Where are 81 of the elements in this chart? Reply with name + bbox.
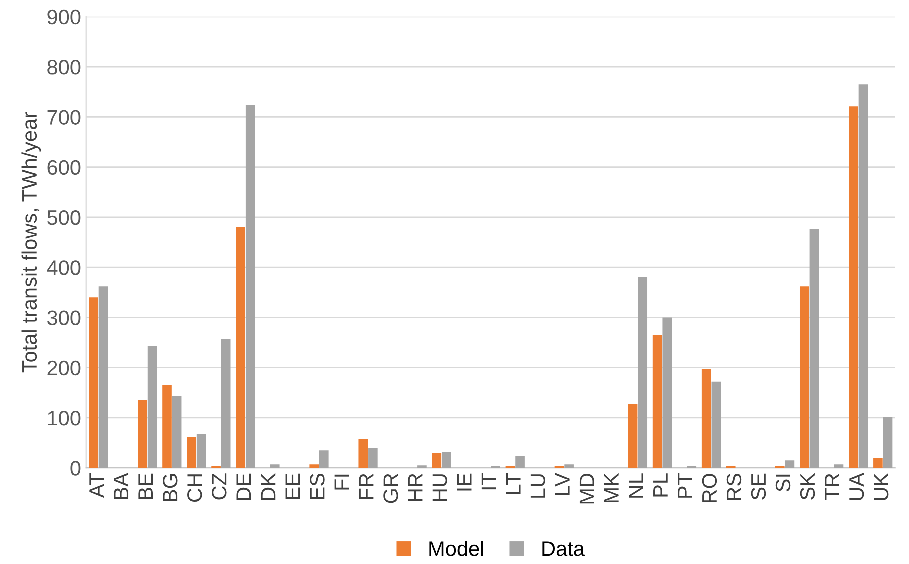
x-tick-label: HR <box>408 474 423 502</box>
bar <box>196 434 206 468</box>
bar <box>800 286 810 468</box>
x-tick-label: MD <box>580 474 594 504</box>
bar <box>89 298 98 468</box>
x-tick-label: EE <box>286 474 300 500</box>
x-tick-label: ES <box>310 474 325 500</box>
bar <box>638 277 648 468</box>
bar <box>442 452 452 468</box>
x-tick-label: DK <box>261 473 276 500</box>
x-tick-label: BG <box>163 474 178 502</box>
x-tick-label: CH <box>188 474 202 502</box>
x-tick-label: LU <box>530 474 546 498</box>
y-axis-title: Total transit flows, TWh/year <box>22 112 42 373</box>
x-tick-label: LV <box>555 473 570 496</box>
x-tick-label: NL <box>629 474 644 498</box>
bar <box>187 437 196 468</box>
bar <box>310 464 320 468</box>
legend-label: Model <box>430 541 484 556</box>
x-tick-label: IE <box>457 474 472 491</box>
bar <box>358 440 368 468</box>
bar <box>834 464 844 468</box>
x-tick-label: SE <box>751 474 766 500</box>
bar <box>98 286 108 468</box>
y-tick-label: 0 <box>70 461 81 476</box>
y-tick-label: 600 <box>48 160 81 176</box>
x-tick-label: AT <box>90 473 104 498</box>
x-tick-label: RS <box>726 474 742 500</box>
x-tick-label: FR <box>359 474 374 500</box>
bar <box>221 339 231 468</box>
x-tick-label: HU <box>432 474 448 502</box>
bar <box>162 385 172 468</box>
x-tick-label: PL <box>654 474 668 497</box>
y-tick-label: 100 <box>48 410 81 426</box>
x-tick-label: GR <box>384 474 398 504</box>
bar <box>662 318 672 468</box>
bar <box>858 84 868 468</box>
bar <box>270 464 280 468</box>
bar <box>564 464 574 468</box>
y-tick-label: 900 <box>48 10 81 25</box>
x-tick-label: CZ <box>212 474 227 500</box>
bar <box>883 416 893 468</box>
bar <box>172 396 182 468</box>
bar <box>702 369 712 468</box>
x-tick-label: RO <box>702 474 718 503</box>
y-tick-label: 200 <box>48 360 81 376</box>
y-tick-label: 800 <box>48 60 81 75</box>
bar <box>785 460 795 468</box>
bar <box>368 448 378 468</box>
bar <box>712 382 722 468</box>
x-tick-label: BA <box>114 473 129 500</box>
x-tick-label: FI <box>334 474 350 490</box>
bar <box>319 450 329 468</box>
legend-label: Data <box>542 542 585 556</box>
bar <box>418 466 427 468</box>
bar <box>874 458 883 468</box>
x-tick-label: TR <box>825 474 840 500</box>
x-tick-label: LT <box>506 473 521 494</box>
bar <box>516 456 525 468</box>
x-tick-label: IT <box>482 473 496 490</box>
x-tick-label: SK <box>800 473 816 500</box>
bar <box>246 105 256 468</box>
y-tick-label: 500 <box>48 210 81 226</box>
x-tick-label: SI <box>776 474 791 492</box>
x-tick-label: UK <box>874 473 889 500</box>
bar <box>432 453 442 468</box>
x-tick-label: PT <box>678 473 692 498</box>
bar <box>849 106 858 468</box>
y-tick-label: 700 <box>48 110 81 125</box>
bar <box>148 346 158 468</box>
x-tick-label: MK <box>604 473 619 503</box>
x-tick-label: UA <box>850 473 864 500</box>
bar <box>236 226 246 468</box>
x-tick-label: BE <box>138 474 154 500</box>
y-tick-label: 300 <box>48 310 81 326</box>
bar <box>138 400 148 468</box>
bar <box>628 404 638 468</box>
y-tick-label: 400 <box>47 260 81 276</box>
bar <box>652 335 662 468</box>
x-tick-label: DE <box>236 474 252 500</box>
bar <box>810 229 820 468</box>
